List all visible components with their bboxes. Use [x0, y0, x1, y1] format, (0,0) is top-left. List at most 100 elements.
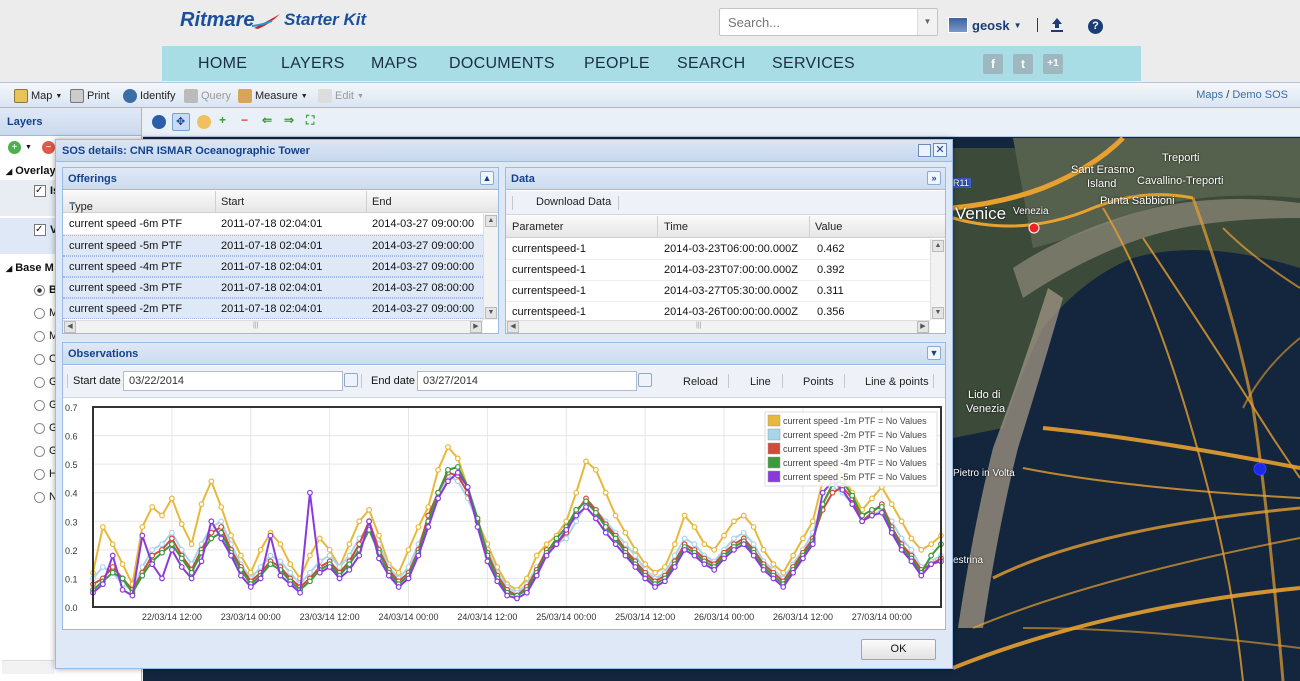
- download-data-button[interactable]: Download Data: [536, 196, 612, 208]
- nav-services[interactable]: SERVICES: [772, 55, 856, 72]
- col-value[interactable]: Value: [815, 221, 843, 233]
- base-map-item[interactable]: B: [34, 284, 57, 296]
- base-map-item[interactable]: H: [34, 468, 57, 480]
- map-menu-button[interactable]: Map ▼: [14, 89, 62, 103]
- radio-button[interactable]: [34, 445, 45, 457]
- upload-icon[interactable]: [1049, 17, 1065, 33]
- breadcrumb-current[interactable]: Demo SOS: [1232, 89, 1288, 101]
- radio-button[interactable]: [34, 330, 45, 342]
- overlays-group[interactable]: ◢ Overlay: [6, 165, 56, 177]
- radio-button[interactable]: [34, 422, 45, 434]
- facebook-icon[interactable]: f: [983, 54, 1003, 74]
- nav-documents[interactable]: DOCUMENTS: [449, 55, 555, 72]
- calendar-icon[interactable]: [638, 373, 652, 387]
- table-row[interactable]: currentspeed-1 2014-03-23T06:00:00.000Z 0.…: [506, 239, 930, 260]
- reload-button[interactable]: Reload: [683, 376, 718, 388]
- vertical-scrollbar[interactable]: ▲ ▼: [930, 239, 945, 320]
- observations-chart[interactable]: 0.0 0.1 0.2 0.3 0.4 0.5 0.6 0.7 22/03/14 12:00 23…: [63, 400, 945, 630]
- table-row[interactable]: currentspeed-1 2014-03-26T00:00:00.000Z 0.…: [506, 302, 930, 323]
- table-row[interactable]: current speed -5m PTF 2011-07-18 02:04:01…: [63, 235, 483, 256]
- scroll-up-icon[interactable]: ▲: [932, 240, 944, 252]
- edit-button[interactable]: Edit ▼: [318, 89, 364, 103]
- radio-button[interactable]: [34, 307, 45, 319]
- line-button[interactable]: Line: [750, 376, 771, 388]
- breadcrumb-maps[interactable]: Maps: [1196, 89, 1224, 101]
- ok-button[interactable]: OK: [861, 639, 936, 660]
- expand-right-icon[interactable]: »: [927, 171, 941, 185]
- col-parameter[interactable]: Parameter: [512, 221, 564, 233]
- radio-button[interactable]: [34, 376, 45, 388]
- chevron-down-icon[interactable]: ▼: [25, 144, 32, 151]
- radio-button[interactable]: [34, 399, 45, 411]
- add-layer-icon[interactable]: +: [8, 141, 21, 154]
- zoom-in-icon[interactable]: +: [219, 113, 227, 127]
- col-time[interactable]: Time: [664, 221, 689, 233]
- base-map-item[interactable]: G: [34, 399, 58, 411]
- start-date-field[interactable]: 03/22/2014: [123, 371, 343, 391]
- collapse-up-icon[interactable]: ▲: [480, 171, 494, 185]
- google-plus-icon[interactable]: +1: [1043, 54, 1063, 74]
- nav-maps[interactable]: MAPS: [371, 55, 418, 72]
- back-icon[interactable]: ⇐: [262, 113, 273, 127]
- base-map-item[interactable]: N: [34, 491, 57, 503]
- zoom-box-icon[interactable]: [197, 115, 211, 129]
- base-map-item[interactable]: G: [34, 445, 58, 457]
- pan-icon[interactable]: [172, 113, 190, 131]
- radio-button[interactable]: [34, 353, 45, 365]
- layer-checkbox[interactable]: ✓: [34, 224, 46, 236]
- table-row[interactable]: current speed -2m PTF 2011-07-18 02:04:01…: [63, 298, 483, 319]
- table-row[interactable]: current speed -3m PTF 2011-07-18 02:04:01…: [63, 277, 483, 298]
- line-points-button[interactable]: Line & points: [865, 376, 929, 388]
- identify-button[interactable]: Identify: [123, 89, 175, 103]
- print-button[interactable]: Print: [70, 89, 110, 103]
- radio-button[interactable]: [34, 284, 45, 296]
- scroll-right-icon[interactable]: ▶: [917, 321, 929, 333]
- site-logo[interactable]: Ritmare Starter Kit: [180, 6, 370, 40]
- col-end[interactable]: End: [372, 196, 392, 208]
- forward-icon[interactable]: ⇒: [284, 113, 295, 127]
- table-row[interactable]: currentspeed-1 2014-03-27T05:30:00.000Z 0.…: [506, 281, 930, 302]
- nav-layers[interactable]: LAYERS: [281, 55, 345, 72]
- measure-button[interactable]: Measure ▼: [238, 89, 308, 103]
- nav-search[interactable]: SEARCH: [677, 55, 746, 72]
- scroll-down-icon[interactable]: ▼: [932, 307, 944, 319]
- zoom-out-icon[interactable]: −: [241, 113, 249, 127]
- nav-home[interactable]: HOME: [198, 55, 248, 72]
- remove-layer-icon[interactable]: −: [41, 141, 55, 154]
- base-map-item[interactable]: G: [34, 422, 58, 434]
- horizontal-scrollbar[interactable]: ◀ ||| ▶: [63, 320, 483, 333]
- base-map-item[interactable]: O: [34, 353, 58, 365]
- help-icon[interactable]: ?: [1088, 19, 1103, 34]
- radio-button[interactable]: [34, 491, 45, 503]
- base-map-item[interactable]: G: [34, 376, 58, 388]
- col-start[interactable]: Start: [221, 196, 245, 208]
- radio-button[interactable]: [34, 468, 45, 480]
- query-button[interactable]: Query: [184, 89, 231, 103]
- horizontal-scrollbar[interactable]: [2, 660, 54, 674]
- base-maps-group[interactable]: ◢ Base M: [6, 262, 54, 274]
- scroll-down-icon[interactable]: ▼: [485, 307, 497, 319]
- points-button[interactable]: Points: [803, 376, 834, 388]
- search-box[interactable]: ▼: [719, 8, 938, 36]
- collapse-down-icon[interactable]: ▼: [927, 346, 941, 360]
- end-date-field[interactable]: 03/27/2014: [417, 371, 637, 391]
- table-row[interactable]: current speed -6m PTF 2011-07-18 02:04:01…: [63, 214, 483, 235]
- twitter-icon[interactable]: t: [1013, 54, 1033, 74]
- user-menu[interactable]: geosk ▼: [948, 14, 1022, 36]
- search-input[interactable]: [720, 9, 910, 35]
- nav-people[interactable]: PEOPLE: [584, 55, 650, 72]
- search-dropdown-icon[interactable]: ▼: [917, 9, 937, 35]
- base-map-item[interactable]: M: [34, 330, 58, 342]
- base-map-item[interactable]: M: [34, 307, 58, 319]
- maximize-icon[interactable]: [918, 144, 931, 157]
- scroll-left-icon[interactable]: ◀: [64, 321, 76, 333]
- layer-checkbox[interactable]: ✓: [34, 185, 46, 197]
- close-icon[interactable]: ✕: [933, 143, 947, 157]
- table-row[interactable]: current speed -4m PTF 2011-07-18 02:04:01…: [63, 256, 483, 277]
- calendar-icon[interactable]: [344, 373, 358, 387]
- zoom-extent-icon[interactable]: ⛶: [306, 113, 315, 127]
- vertical-scrollbar[interactable]: ▲ ▼: [483, 214, 498, 320]
- scroll-up-icon[interactable]: ▲: [485, 215, 497, 227]
- globe-icon[interactable]: [152, 115, 166, 129]
- horizontal-scrollbar[interactable]: ◀ ||| ▶: [506, 320, 930, 333]
